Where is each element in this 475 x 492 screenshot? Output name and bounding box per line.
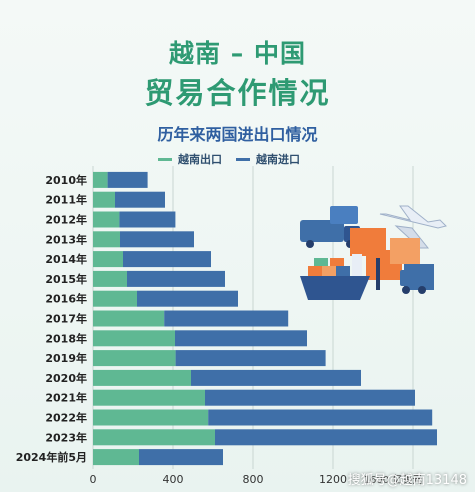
- legend-item-import: 越南进口: [236, 151, 300, 167]
- category-label: 2014年: [45, 252, 87, 266]
- category-label: 2023年: [45, 430, 87, 444]
- bar-export: [93, 290, 137, 307]
- category-label: 2011年: [45, 193, 87, 207]
- legend-label-export: 越南出口: [178, 153, 222, 166]
- x-tick-label: 800: [243, 473, 264, 486]
- category-label: 2018年: [45, 331, 87, 345]
- category-label: 2010年: [45, 173, 87, 187]
- bar-import: [175, 350, 326, 367]
- bar-export: [93, 251, 123, 268]
- bar-export: [93, 231, 120, 248]
- category-labels: 2010年 2011年 2012年 2013年 2014年 2015年 2016年 2017年…: [16, 173, 87, 464]
- main-title-line1: 越南 – 中国: [169, 39, 306, 68]
- bar-export: [93, 191, 115, 208]
- bar-export: [93, 429, 215, 446]
- bar-import: [205, 389, 415, 406]
- bar-export: [93, 409, 209, 426]
- bar-export: [93, 270, 127, 287]
- bar-export: [93, 389, 205, 406]
- bar-export: [93, 211, 120, 228]
- category-label: 2012年: [45, 213, 87, 227]
- category-label: 2015年: [45, 272, 87, 286]
- bar-import: [215, 429, 437, 446]
- category-label: 2013年: [45, 232, 87, 246]
- x-tick-label: 400: [163, 473, 184, 486]
- bars: [93, 171, 437, 466]
- bar-export: [93, 350, 176, 367]
- bar-import: [191, 369, 361, 386]
- bar-import: [139, 449, 223, 466]
- bar-export: [93, 330, 175, 347]
- bar-import: [123, 251, 211, 268]
- bar-export: [93, 171, 108, 188]
- bar-import: [120, 231, 194, 248]
- bar-import: [164, 310, 289, 327]
- category-label: 2020年: [45, 371, 87, 385]
- x-axis-unit-label: 1600 亿美元: [364, 473, 423, 486]
- chart-title: 历年来两国进出口情况: [157, 125, 318, 144]
- bar-export: [93, 449, 139, 466]
- x-tick-label: 1200: [319, 473, 347, 486]
- category-label: 2021年: [45, 391, 87, 405]
- bar-import: [119, 211, 176, 228]
- category-label: 2017年: [45, 312, 87, 326]
- bar-import: [127, 270, 225, 287]
- forklift-icon: [400, 270, 426, 294]
- bar-import: [175, 330, 307, 347]
- cargo-ship-icon: [300, 254, 370, 300]
- category-label: 2022年: [45, 411, 87, 425]
- bar-import: [107, 171, 148, 188]
- legend-item-export: 越南出口: [158, 151, 222, 167]
- category-label: 2019年: [45, 351, 87, 365]
- x-tick-label: 0: [90, 473, 97, 486]
- bar-import: [115, 191, 165, 208]
- bar-export: [93, 369, 191, 386]
- shipping-container-icon: [350, 228, 434, 290]
- main-title-line2: 贸易合作情况: [144, 76, 331, 110]
- legend-swatch-import: [236, 157, 250, 161]
- logistics-illustration: [300, 205, 447, 300]
- category-label: 2016年: [45, 292, 87, 306]
- bar-import: [208, 409, 433, 426]
- x-axis-ticks: 0 400 800 1200 1600 亿美元: [90, 473, 423, 486]
- category-label: 2024年前5月: [16, 450, 87, 464]
- bar-import: [137, 290, 238, 307]
- legend-swatch-export: [158, 157, 172, 161]
- chart-legend: 越南出口 越南进口: [158, 152, 300, 166]
- watermark: 搜狐号@越南13148: [347, 473, 467, 488]
- bar-export: [93, 310, 165, 327]
- legend-label-import: 越南进口: [256, 153, 300, 166]
